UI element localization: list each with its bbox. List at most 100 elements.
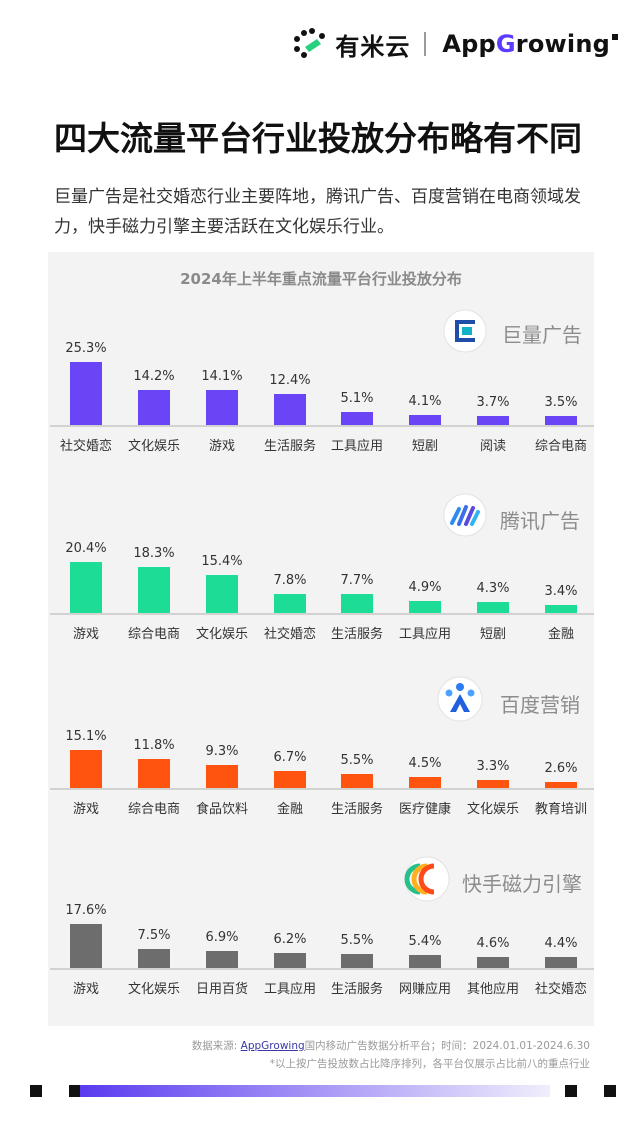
bar bbox=[274, 952, 306, 968]
page-subtitle: 巨量广告是社交婚恋行业主要阵地，腾讯广告、百度营销在电商领域发力，快手磁力引擎主… bbox=[54, 187, 581, 237]
logo-divider bbox=[424, 32, 427, 56]
category-label: 食品饮料 bbox=[195, 802, 248, 817]
data-label: 18.3% bbox=[133, 546, 175, 562]
category-label: 生活服务 bbox=[330, 627, 383, 642]
bar bbox=[70, 361, 102, 425]
x-axis-line bbox=[50, 788, 594, 790]
bar bbox=[274, 593, 306, 613]
data-label: 5.4% bbox=[408, 933, 442, 949]
data-label: 4.6% bbox=[476, 935, 510, 951]
data-label: 3.7% bbox=[476, 394, 510, 410]
bar bbox=[409, 600, 441, 613]
data-label: 15.1% bbox=[65, 729, 107, 745]
data-label: 5.5% bbox=[340, 933, 374, 949]
bar bbox=[274, 771, 306, 788]
x-axis-line bbox=[50, 613, 594, 615]
decor-square-right-1 bbox=[565, 1085, 577, 1097]
data-label: 4.5% bbox=[408, 755, 442, 771]
platform-label-tencent: 腾讯广告 bbox=[500, 509, 580, 533]
category-label: 金融 bbox=[547, 627, 574, 642]
footnote: *以上按广告投放数占比降序排列，各平台仅展示占比前八的重点行业 bbox=[269, 1058, 590, 1070]
bar bbox=[70, 562, 102, 613]
appgrowing-wordmark: AppGrowing bbox=[442, 30, 618, 58]
data-label: 17.6% bbox=[65, 903, 107, 918]
category-label: 社交婚恋 bbox=[534, 982, 587, 997]
category-label: 日用百货 bbox=[195, 982, 248, 997]
category-label: 教育培训 bbox=[534, 802, 587, 817]
data-label: 3.4% bbox=[544, 583, 578, 599]
bar bbox=[545, 416, 577, 425]
decor-square-right-2 bbox=[604, 1085, 616, 1097]
bar bbox=[341, 954, 373, 968]
bar bbox=[477, 779, 509, 788]
decor-square-left bbox=[30, 1085, 42, 1097]
bar bbox=[409, 954, 441, 968]
category-label: 生活服务 bbox=[263, 439, 316, 454]
category-label: 文化娱乐 bbox=[127, 982, 180, 997]
data-label: 6.2% bbox=[273, 931, 307, 947]
juliang-logo-icon bbox=[443, 309, 487, 353]
category-label: 金融 bbox=[276, 802, 303, 817]
data-label: 9.3% bbox=[205, 743, 239, 759]
youmiyun-wordmark: 有米云 bbox=[335, 32, 411, 61]
bar bbox=[206, 764, 238, 788]
data-label: 15.4% bbox=[201, 553, 243, 569]
category-label: 医疗健康 bbox=[398, 802, 451, 817]
category-label: 综合电商 bbox=[127, 627, 180, 642]
chart-title: 2024年上半年重点流量平台行业投放分布 bbox=[180, 270, 462, 288]
bar bbox=[341, 593, 373, 613]
bar bbox=[409, 776, 441, 788]
appgrowing-source-link[interactable]: AppGrowing bbox=[240, 1040, 305, 1052]
data-label: 6.7% bbox=[273, 750, 307, 766]
category-label: 生活服务 bbox=[330, 802, 383, 817]
data-label: 3.5% bbox=[544, 395, 578, 411]
bar bbox=[138, 567, 170, 613]
data-label: 4.3% bbox=[476, 581, 510, 597]
bar bbox=[341, 774, 373, 788]
bar bbox=[206, 574, 238, 613]
bar bbox=[138, 949, 170, 968]
data-label: 4.4% bbox=[544, 936, 578, 951]
bar bbox=[274, 394, 306, 425]
bar bbox=[477, 956, 509, 968]
category-label: 工具应用 bbox=[263, 982, 316, 997]
decor-square-bar-start bbox=[69, 1085, 81, 1097]
category-label: 文化娱乐 bbox=[195, 627, 248, 642]
data-label: 4.1% bbox=[408, 393, 442, 409]
data-label: 25.3% bbox=[65, 340, 107, 356]
data-label: 14.2% bbox=[133, 368, 175, 384]
data-label: 7.8% bbox=[273, 572, 307, 588]
chart-panel bbox=[48, 252, 594, 1026]
category-label: 生活服务 bbox=[330, 982, 383, 997]
bar bbox=[477, 602, 509, 613]
data-label: 14.1% bbox=[201, 368, 243, 384]
bar bbox=[70, 924, 102, 968]
category-label: 文化娱乐 bbox=[466, 802, 519, 817]
bar bbox=[341, 412, 373, 425]
data-label: 5.1% bbox=[340, 391, 374, 407]
category-label: 游戏 bbox=[72, 802, 99, 817]
category-label: 工具应用 bbox=[330, 439, 383, 454]
data-label: 7.7% bbox=[340, 572, 374, 588]
category-label: 游戏 bbox=[72, 627, 99, 642]
category-label: 其他应用 bbox=[466, 982, 519, 997]
data-label: 20.4% bbox=[65, 541, 107, 556]
data-label: 2.6% bbox=[544, 760, 578, 776]
bar bbox=[545, 957, 577, 968]
data-label: 5.5% bbox=[340, 753, 374, 769]
category-label: 工具应用 bbox=[398, 627, 451, 642]
platform-label-juliang: 巨量广告 bbox=[502, 323, 582, 347]
category-label: 短剧 bbox=[479, 627, 506, 642]
bar bbox=[477, 415, 509, 425]
category-label: 综合电商 bbox=[127, 802, 180, 817]
x-axis-line bbox=[50, 425, 594, 427]
data-label: 3.3% bbox=[476, 758, 510, 774]
brand-logos: 有米云 AppGrowing bbox=[291, 24, 618, 64]
data-label: 7.5% bbox=[137, 928, 171, 944]
category-label: 游戏 bbox=[72, 982, 99, 997]
category-label: 社交婚恋 bbox=[59, 439, 112, 454]
bar bbox=[70, 750, 102, 788]
tencent-ads-logo-icon bbox=[443, 493, 487, 537]
kuaishou-cili-logo-icon bbox=[404, 856, 450, 902]
baidu-marketing-logo-icon bbox=[437, 676, 483, 722]
